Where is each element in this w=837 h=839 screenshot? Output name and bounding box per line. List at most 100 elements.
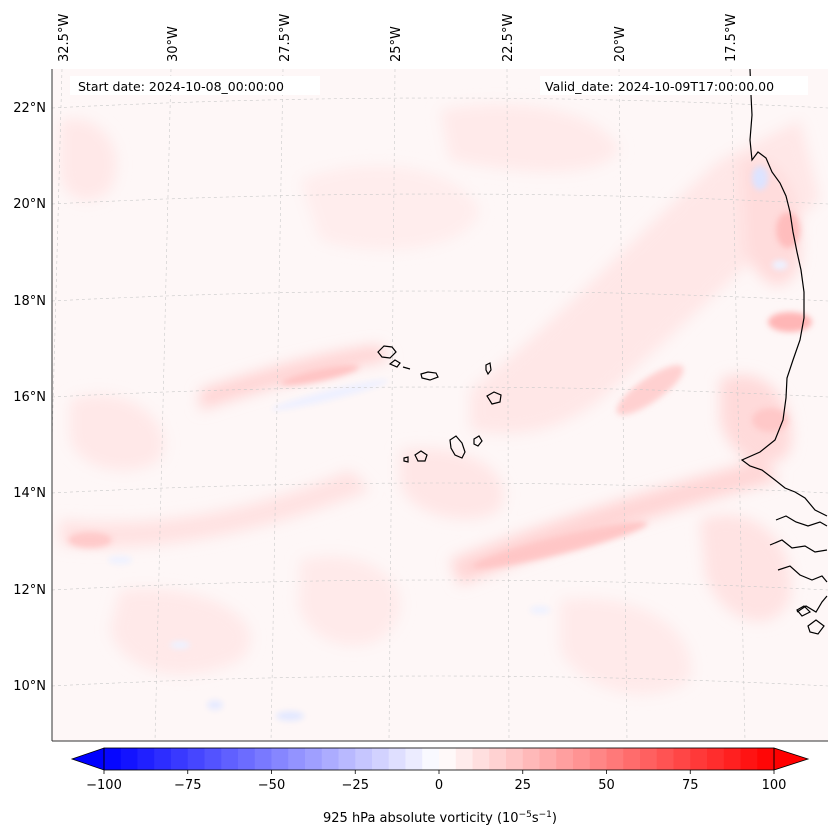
- colorbar-segment: [723, 748, 741, 770]
- parallel-18n: [52, 290, 828, 302]
- parallel-10n: [52, 675, 828, 687]
- colorbar-segment: [321, 748, 339, 770]
- colorbar-segment: [104, 748, 122, 770]
- colorbar-segments: [104, 748, 775, 770]
- coastal-island-1: [807, 619, 825, 635]
- guinea-bissau-coast: [769, 539, 828, 553]
- lon-label-20w: 20°W: [613, 26, 628, 62]
- bijagos-coast: [777, 565, 828, 583]
- colorbar-segment: [388, 748, 406, 770]
- graticule: [52, 69, 828, 741]
- colorbar-segment: [305, 748, 323, 770]
- colorbar-tick-label: −25: [342, 778, 369, 793]
- parallel-16n: [52, 386, 828, 398]
- island-sal: [485, 362, 492, 376]
- meridian-25w: [388, 69, 396, 741]
- colorbar-segment: [254, 748, 272, 770]
- positive-vorticity-patches: [60, 104, 820, 695]
- coastlines: [377, 69, 828, 635]
- colorbar-segment: [522, 748, 540, 770]
- colorbar-tick-label: −75: [174, 778, 201, 793]
- longitude-labels: 32.5°W 30°W 27.5°W 25°W 22.5°W 20°W 17.5…: [57, 14, 739, 62]
- colorbar-segment: [573, 748, 591, 770]
- island-fogo: [414, 450, 428, 462]
- parallel-20n: [52, 193, 828, 205]
- coastal-island-2: [796, 605, 812, 617]
- island-sao-vicente: [388, 359, 401, 368]
- colorbar-segment: [405, 748, 423, 770]
- gambia-coast: [775, 515, 828, 527]
- colorbar-segment: [355, 748, 373, 770]
- colorbar-tick-label: 100: [762, 778, 787, 793]
- island-brava: [403, 456, 409, 463]
- colorbar-segment: [439, 748, 457, 770]
- stronger-vorticity-spots: [68, 212, 812, 569]
- meridian-17-5w: [730, 69, 746, 741]
- guinea-coast: [796, 595, 828, 613]
- lat-label-12n: 12°N: [13, 583, 46, 598]
- colorbar-segment: [623, 748, 641, 770]
- colorbar-tick-label: 0: [435, 778, 443, 793]
- lat-label-10n: 10°N: [13, 679, 46, 694]
- colorbar-segment: [640, 748, 658, 770]
- lat-label-14n: 14°N: [13, 486, 46, 501]
- colorbar-tick-label: 25: [514, 778, 531, 793]
- colorbar-segment: [740, 748, 758, 770]
- colorbar-segment: [238, 748, 256, 770]
- colorbar-segment: [707, 748, 725, 770]
- colorbar-segment: [606, 748, 624, 770]
- island-sao-nicolau: [420, 371, 439, 381]
- colorbar-segment: [506, 748, 524, 770]
- lon-label-30w: 30°W: [166, 26, 181, 62]
- colorbar-segment: [120, 748, 138, 770]
- african-coastline: [740, 69, 828, 517]
- colorbar-segment: [221, 748, 239, 770]
- start-date-box: [70, 76, 320, 95]
- meridian-27-5w: [270, 69, 284, 741]
- lon-label-25w: 25°W: [389, 26, 404, 62]
- colorbar-tick-label: −100: [86, 778, 122, 793]
- lat-label-22n: 22°N: [13, 101, 46, 116]
- colorbar-extend-max: [773, 747, 810, 771]
- island-santiago: [449, 435, 466, 459]
- colorbar-segment: [187, 748, 205, 770]
- lon-label-22-5w: 22.5°W: [501, 14, 516, 62]
- colorbar-segment: [154, 748, 172, 770]
- colorbar-segment: [539, 748, 557, 770]
- colorbar-segment: [455, 748, 473, 770]
- colorbar-segment: [137, 748, 155, 770]
- lat-label-16n: 16°N: [13, 390, 46, 405]
- meridian-30w: [154, 69, 172, 741]
- meridian-20w: [618, 69, 628, 741]
- colorbar-tick-label: 75: [682, 778, 699, 793]
- colorbar-extend-min: [70, 747, 105, 771]
- valid-date-text: Valid_date: 2024-10-09T17:00:00.00: [545, 79, 774, 94]
- valid-date-box: [540, 76, 808, 95]
- colorbar-segment: [489, 748, 507, 770]
- lat-label-20n: 20°N: [13, 197, 46, 212]
- colorbar-segment: [673, 748, 691, 770]
- colorbar-segment: [372, 748, 390, 770]
- colorbar-segment: [556, 748, 574, 770]
- latitude-labels: 22°N 20°N 18°N 16°N 14°N 12°N 10°N: [13, 101, 46, 694]
- start-date-text: Start date: 2024-10-08_00:00:00: [78, 79, 284, 94]
- island-santa-luzia: [402, 366, 411, 370]
- colorbar-segment: [271, 748, 289, 770]
- colorbar-segment: [690, 748, 708, 770]
- colorbar-segment: [757, 748, 775, 770]
- colorbar-segment: [204, 748, 222, 770]
- meridian-22-5w: [506, 69, 510, 741]
- colorbar-label: 925 hPa absolute vorticity (10−5s−1): [323, 810, 557, 826]
- colorbar-segment: [422, 748, 440, 770]
- meridian-32-5w: [52, 69, 63, 454]
- colorbar-tick-label: 50: [598, 778, 615, 793]
- colorbar-segment: [472, 748, 490, 770]
- island-boa-vista: [486, 391, 502, 405]
- parallel-14n: [52, 482, 828, 494]
- colorbar-segment: [171, 748, 189, 770]
- lon-label-17-5w: 17.5°W: [724, 14, 739, 62]
- colorbar-segment: [589, 748, 607, 770]
- lon-label-32-5w: 32.5°W: [57, 14, 72, 62]
- lon-label-27-5w: 27.5°W: [278, 14, 293, 62]
